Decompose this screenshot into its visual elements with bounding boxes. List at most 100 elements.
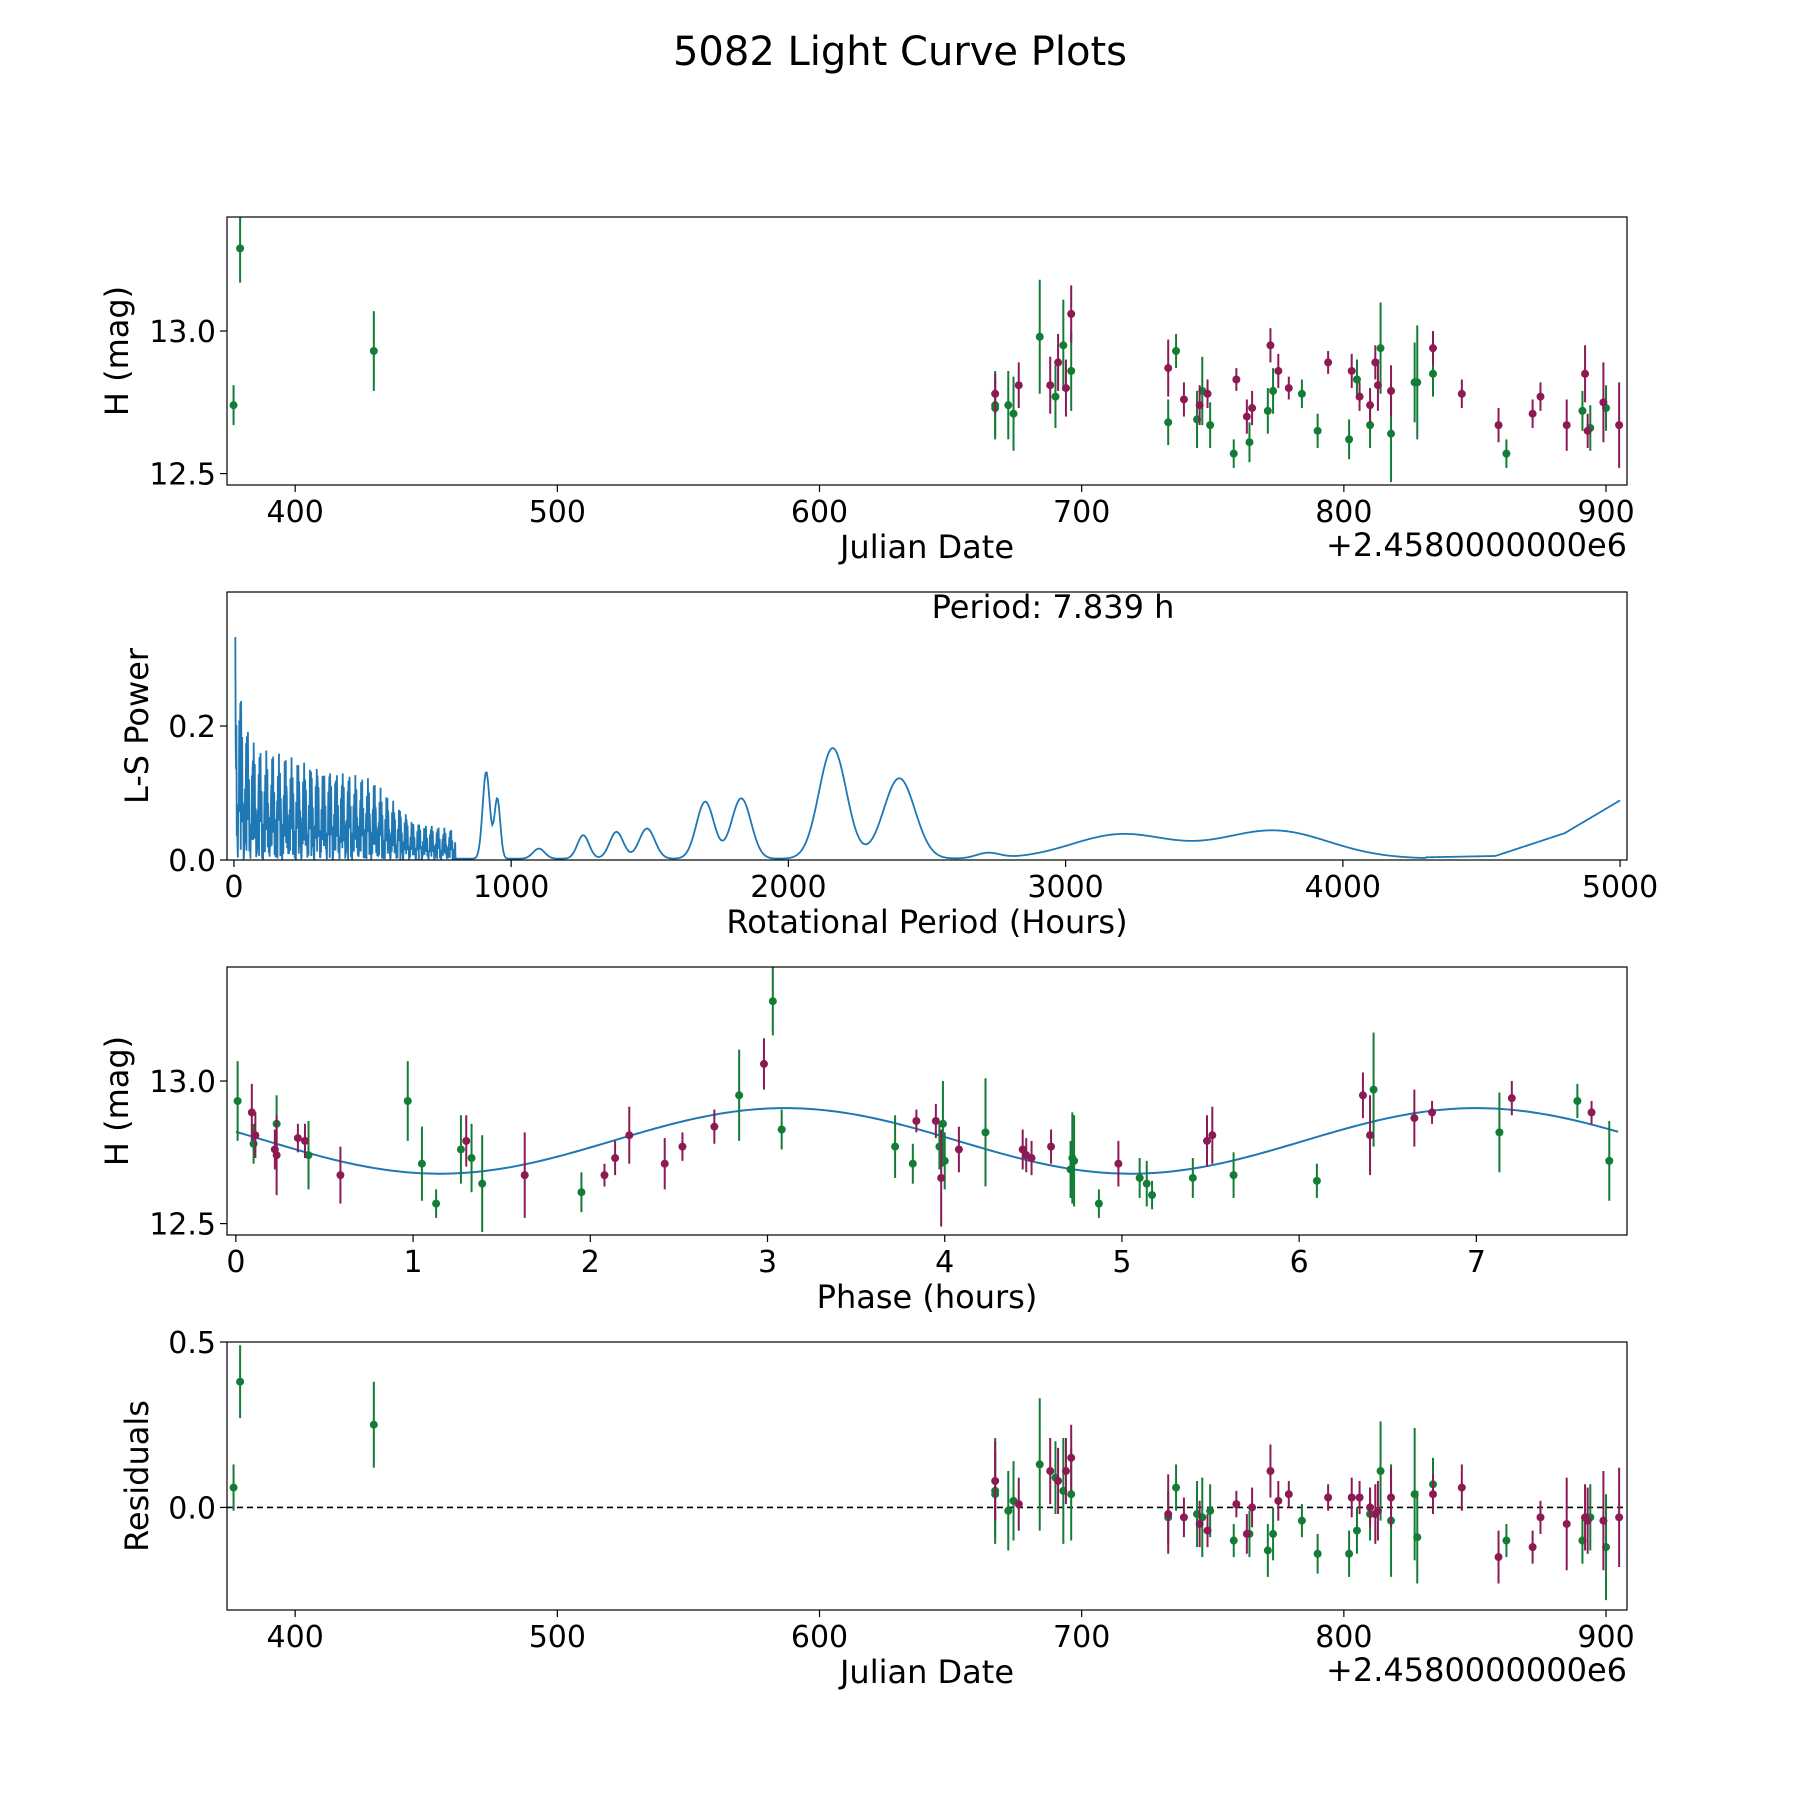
phased-fit-curve	[235, 1107, 1619, 1175]
lightcurve-point-green	[1428, 369, 1437, 378]
residuals-point-maroon	[1373, 1506, 1382, 1515]
periodogram-xtick-label: 2000	[750, 870, 826, 905]
lightcurve-point-maroon	[1615, 421, 1624, 430]
residuals-point-green	[1413, 1533, 1422, 1542]
phased-xtick-label: 7	[1467, 1245, 1486, 1280]
residuals-xtick-label: 600	[791, 1620, 848, 1655]
phased-xlabel: Phase (hours)	[817, 1278, 1038, 1316]
lightcurve-ytick-label: 13.0	[149, 315, 216, 350]
residuals-point-green	[1229, 1536, 1238, 1545]
phased-frame	[226, 966, 1628, 1236]
periodogram-xtick-label: 4000	[1305, 870, 1381, 905]
lightcurve-point-maroon	[1232, 375, 1241, 384]
lightcurve-point-green	[1413, 378, 1422, 387]
lightcurve-point-green	[1051, 392, 1060, 401]
periodogram-plot-area	[234, 637, 1621, 860]
residuals-point-green	[1172, 1483, 1181, 1492]
lightcurve-point-green	[1245, 438, 1254, 447]
residuals-point-maroon	[1615, 1513, 1624, 1522]
lightcurve-point-green	[1206, 421, 1215, 430]
residuals-xtick-label: 800	[1315, 1620, 1372, 1655]
residuals-point-maroon	[1324, 1493, 1333, 1502]
residuals-point-maroon	[1067, 1453, 1076, 1462]
phased-xtick-label: 4	[935, 1245, 954, 1280]
lightcurve-frame	[226, 216, 1628, 486]
lightcurve-point-maroon	[1457, 389, 1466, 398]
lightcurve-point-green	[236, 244, 245, 253]
residuals-point-maroon	[1583, 1516, 1592, 1525]
phased-point-maroon	[611, 1154, 620, 1163]
residuals-point-maroon	[1599, 1516, 1608, 1525]
lightcurve-point-green	[1502, 449, 1511, 458]
lightcurve-point-maroon	[1274, 366, 1283, 375]
residuals-point-green	[1376, 1467, 1385, 1476]
phased-point-green	[1369, 1085, 1378, 1094]
phased-point-maroon	[300, 1136, 309, 1145]
residuals-xtick-label: 400	[267, 1620, 324, 1655]
phased-xtick-label: 0	[226, 1245, 245, 1280]
residuals-ylabel: Residuals	[118, 1400, 156, 1552]
lightcurve-point-maroon	[1284, 384, 1293, 393]
lightcurve-point-green	[1004, 401, 1013, 410]
lightcurve-point-maroon	[1599, 398, 1608, 407]
residuals-point-maroon	[1046, 1467, 1055, 1476]
residuals-panel: 400 500 600 700 800 900 0.0 0.5 Julian Date +2.…	[118, 1326, 1635, 1691]
lightcurve-point-green	[1067, 366, 1076, 375]
figure-title: 5082 Light Curve Plots	[673, 29, 1127, 75]
lightcurve-xtick-label: 900	[1577, 495, 1634, 530]
residuals-point-maroon	[1347, 1493, 1356, 1502]
lightcurve-point-green	[1263, 406, 1272, 415]
residuals-point-maroon	[1195, 1519, 1204, 1528]
residuals-point-green	[1269, 1529, 1278, 1538]
phased-point-green	[777, 1125, 786, 1134]
phased-point-green	[1142, 1179, 1151, 1188]
periodogram-line	[234, 637, 1621, 860]
period-annotation: Period: 7.839 h	[932, 588, 1175, 626]
lightcurve-xtick-label: 600	[791, 495, 848, 530]
phased-point-green	[1495, 1128, 1504, 1137]
lightcurve-point-maroon	[1528, 409, 1537, 418]
lightcurve-point-maroon	[1242, 412, 1251, 421]
periodogram-frame	[226, 591, 1628, 861]
phased-panel: 0 1 2 3 4 5 6 7 12.5 13.0 Phase (hours) H (mag)	[98, 966, 1628, 1316]
lightcurve-point-maroon	[1061, 384, 1070, 393]
lightcurve-xtick-label: 700	[1053, 495, 1110, 530]
residuals-point-maroon	[1179, 1513, 1188, 1522]
lightcurve-xlabel: Julian Date	[838, 528, 1014, 566]
residuals-point-maroon	[991, 1476, 1000, 1485]
lightcurve-point-maroon	[1014, 381, 1023, 390]
phased-point-green	[467, 1154, 476, 1163]
residuals-point-green	[1345, 1549, 1354, 1558]
phased-ytick-label: 13.0	[149, 1065, 216, 1100]
phased-point-green	[735, 1091, 744, 1100]
lightcurve-point-green	[1387, 429, 1396, 438]
residuals-point-green	[1067, 1490, 1076, 1499]
phased-point-maroon	[1114, 1159, 1123, 1168]
residuals-point-maroon	[1266, 1467, 1275, 1476]
residuals-point-green	[1502, 1536, 1511, 1545]
phased-point-green	[1094, 1199, 1103, 1208]
phased-point-maroon	[247, 1108, 256, 1117]
phased-xtick-label: 6	[1290, 1245, 1309, 1280]
phased-point-maroon	[1428, 1108, 1437, 1117]
residuals-point-maroon	[1242, 1529, 1251, 1538]
phased-point-green	[940, 1156, 949, 1165]
phased-point-maroon	[293, 1134, 302, 1143]
phased-xtick-label: 1	[404, 1245, 423, 1280]
phased-point-maroon	[1358, 1091, 1367, 1100]
residuals-frame	[226, 1341, 1628, 1611]
residuals-point-green	[1206, 1506, 1215, 1515]
lightcurve-point-green	[1313, 426, 1322, 435]
residuals-point-maroon	[1494, 1553, 1503, 1562]
phased-plot-area	[233, 967, 1619, 1233]
phased-xtick-label: 2	[581, 1245, 600, 1280]
phased-xtick-label: 3	[758, 1245, 777, 1280]
residuals-plot-area	[227, 1345, 1627, 1601]
residuals-ytick-label: 0.0	[168, 1491, 216, 1526]
periodogram-ylabel: L-S Power	[118, 647, 156, 804]
lightcurve-plot-area	[229, 217, 1624, 483]
phased-point-maroon	[660, 1159, 669, 1168]
lightcurve-point-green	[1345, 435, 1354, 444]
phased-point-maroon	[1366, 1131, 1375, 1140]
phased-xtick-label: 5	[1112, 1245, 1131, 1280]
